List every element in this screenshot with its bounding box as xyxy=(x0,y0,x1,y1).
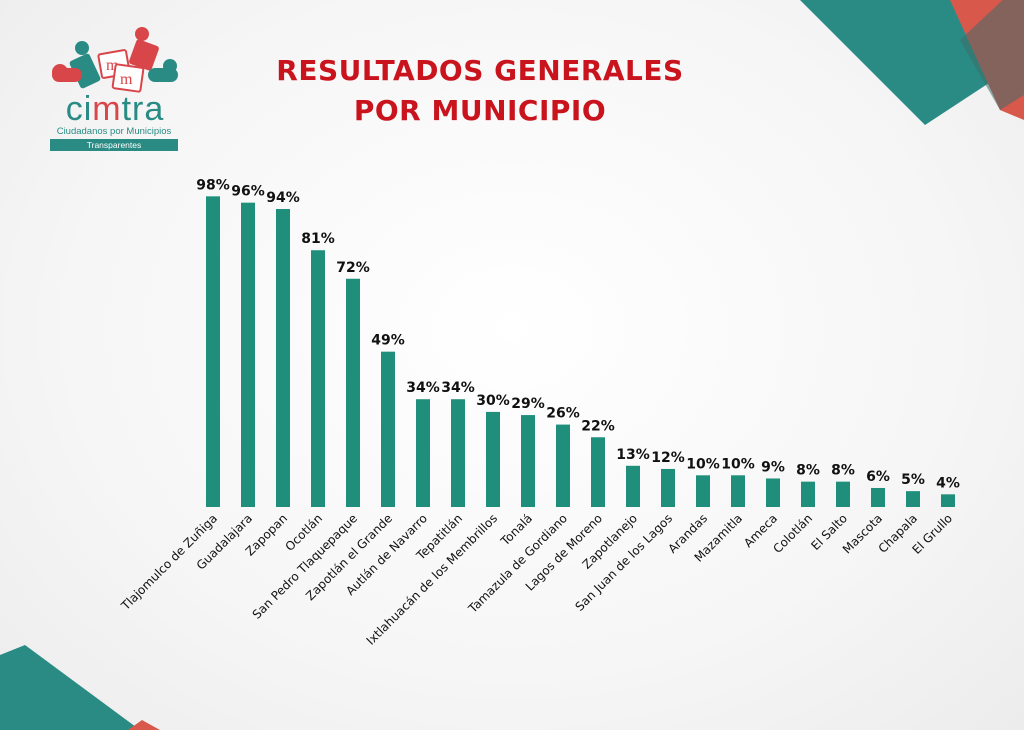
bar-san-pedro-tlaquepaque xyxy=(346,278,360,507)
logo-wordmark: cimtra xyxy=(65,90,165,128)
value-label-san-pedro-tlaquepaque: 72% xyxy=(336,260,370,276)
bar-zapotlanejo xyxy=(626,465,640,507)
svg-text:m: m xyxy=(120,71,133,88)
logo-graphic: m m xyxy=(52,27,178,93)
bar-tonala xyxy=(521,415,535,507)
value-label-colotlan: 8% xyxy=(796,463,820,479)
corner-shape-dark-top xyxy=(960,0,1024,110)
page-title-line2: POR MUNICIPIO xyxy=(353,94,607,127)
value-label-autlan-de-navarro: 34% xyxy=(406,380,440,396)
bar-guadalajara xyxy=(241,202,255,507)
bar-ameca xyxy=(766,478,780,507)
value-label-arandas: 10% xyxy=(686,456,720,472)
bar-el-salto xyxy=(836,481,850,507)
bar-lagos-de-moreno xyxy=(591,437,605,507)
value-label-tepatitlan: 34% xyxy=(441,380,475,396)
logo-band: Transparentes xyxy=(50,139,178,151)
value-label-ixtlahuacan-de-los-membrillos: 30% xyxy=(476,393,510,409)
value-label-zapotlan-el-grande: 49% xyxy=(371,333,405,349)
value-label-zapopan: 94% xyxy=(266,190,300,206)
bar-arandas xyxy=(696,475,710,507)
bar-chapala xyxy=(906,491,920,507)
value-label-el-salto: 8% xyxy=(831,463,855,479)
value-label-san-juan-de-los-lagos: 12% xyxy=(651,450,685,466)
bar-ocotlan xyxy=(311,250,325,508)
bar-tepatitlan xyxy=(451,399,465,507)
bar-autlan-de-navarro xyxy=(416,399,430,507)
bar-ixtlahuacan-de-los-membrillos xyxy=(486,411,500,507)
bar-zapopan xyxy=(276,209,290,507)
logo-tagline: Ciudadanos por Municipios xyxy=(56,126,172,137)
bar-mazamitla xyxy=(731,475,745,507)
value-label-chapala: 5% xyxy=(901,472,925,488)
corner-shape-teal-bottom xyxy=(0,645,140,730)
value-label-mazamitla: 10% xyxy=(721,456,755,472)
bar-el-grullo xyxy=(941,494,955,507)
value-label-ocotlan: 81% xyxy=(301,231,335,247)
value-label-ameca: 9% xyxy=(761,459,785,475)
category-label-colotlan: Colotlán xyxy=(770,511,815,556)
bar-san-juan-de-los-lagos xyxy=(661,468,675,507)
value-label-el-grullo: 4% xyxy=(936,475,960,491)
bar-colotlan xyxy=(801,481,815,507)
value-label-tlajomulco-de-zuniga: 98% xyxy=(196,177,230,193)
corner-shape-coral-bottom xyxy=(128,720,160,730)
bar-mascota xyxy=(871,487,885,507)
bar-tamazula-de-gordiano xyxy=(556,424,570,507)
bar-tlajomulco-de-zuniga xyxy=(206,196,220,507)
value-label-guadalajara: 96% xyxy=(231,184,265,200)
value-label-tamazula-de-gordiano: 26% xyxy=(546,406,580,422)
value-label-mascota: 6% xyxy=(866,469,890,485)
value-label-lagos-de-moreno: 22% xyxy=(581,418,615,434)
value-label-zapotlanejo: 13% xyxy=(616,447,650,463)
bar-zapotlan-el-grande xyxy=(381,351,395,507)
page-title-line1: RESULTADOS GENERALES xyxy=(276,54,684,87)
value-label-tonala: 29% xyxy=(511,396,545,412)
